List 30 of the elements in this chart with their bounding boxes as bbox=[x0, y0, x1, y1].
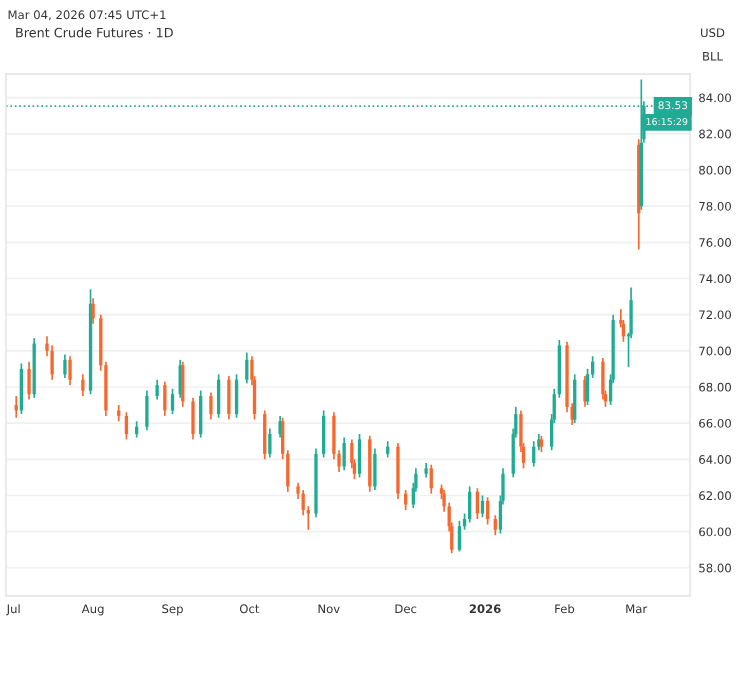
candlestick bbox=[263, 409, 267, 461]
candlestick bbox=[155, 378, 159, 401]
candlestick bbox=[457, 519, 462, 553]
candlestick bbox=[68, 355, 72, 386]
candlestick bbox=[63, 353, 67, 379]
candlestick bbox=[396, 442, 400, 500]
candlestick bbox=[480, 494, 485, 518]
candlestick bbox=[468, 485, 472, 524]
candlestick bbox=[403, 489, 408, 511]
candlestick bbox=[91, 297, 95, 325]
candlestick bbox=[124, 411, 129, 441]
candlestick bbox=[373, 447, 377, 491]
candlestick bbox=[322, 409, 326, 459]
candlestick bbox=[191, 396, 195, 441]
candlestick bbox=[50, 344, 54, 381]
candlestick bbox=[268, 427, 272, 459]
candlestick bbox=[199, 389, 203, 439]
candlestick bbox=[145, 389, 149, 432]
candlestick bbox=[342, 436, 346, 471]
candlestick bbox=[245, 351, 249, 385]
candlestick bbox=[209, 391, 213, 421]
candlestick bbox=[475, 487, 480, 520]
candlestick bbox=[485, 496, 490, 526]
candlestick bbox=[493, 514, 497, 537]
candlestick bbox=[357, 433, 362, 479]
candlestick bbox=[227, 375, 231, 421]
candlestick bbox=[429, 463, 433, 495]
candlestick bbox=[27, 360, 31, 401]
candlestick bbox=[368, 434, 372, 493]
candlestick bbox=[81, 373, 85, 397]
